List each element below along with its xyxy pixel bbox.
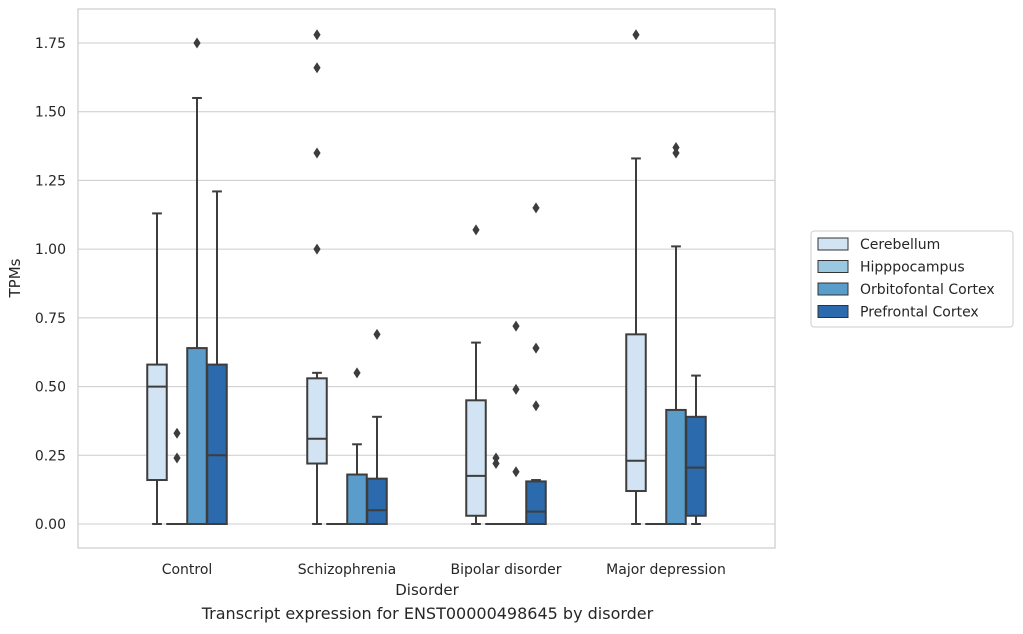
outlier-0 — [173, 452, 181, 464]
y-tick-label-3: 0.75 — [35, 311, 66, 327]
outlier-1 — [532, 342, 540, 354]
box-body — [525, 480, 547, 526]
outlier-1 — [313, 147, 321, 159]
outlier-2 — [313, 62, 321, 74]
outlier-1 — [492, 452, 500, 464]
legend-swatch-3 — [817, 305, 849, 318]
box-body — [346, 473, 368, 526]
outlier-2 — [532, 202, 540, 214]
box-body — [146, 363, 168, 482]
x-tick-label-1: Schizophrenia — [298, 562, 396, 578]
legend-frame — [810, 230, 1014, 328]
x-axis-ticks: Control Schizophrenia Bipolar disorder Majo… — [162, 562, 726, 578]
outlier-0 — [512, 466, 520, 478]
box-0-1 — [166, 427, 188, 526]
box-3-2 — [665, 141, 687, 526]
x-tick-label-0: Control — [162, 562, 213, 578]
y-tick-label-6: 1.50 — [35, 105, 66, 121]
box-body — [625, 333, 647, 493]
box-1-2 — [346, 367, 368, 526]
outlier-0 — [373, 328, 381, 340]
outlier-0 — [353, 367, 361, 379]
x-tick-label-3: Major depression — [606, 562, 726, 578]
box-plot-area — [146, 29, 707, 526]
box-body — [206, 363, 228, 525]
outlier-1 — [672, 141, 680, 153]
legend-label-1: Hipppocampus — [860, 260, 965, 276]
chart-caption: Transcript expression for ENST0000049864… — [201, 604, 654, 623]
y-tick-label-1: 0.25 — [35, 448, 66, 464]
box-0-3 — [206, 190, 228, 525]
x-tick-label-2: Bipolar disorder — [450, 562, 561, 578]
plot-frame — [77, 8, 776, 549]
box-0-2 — [186, 37, 208, 525]
outlier-0 — [193, 37, 201, 49]
box-1-3 — [366, 328, 388, 525]
legend-swatch-2 — [817, 282, 849, 296]
y-tick-label-7: 1.75 — [35, 36, 66, 52]
y-tick-label-4: 1.00 — [35, 242, 66, 258]
box-3-3 — [685, 374, 707, 525]
x-axis-label: Disorder — [395, 581, 459, 599]
box-2-3 — [525, 202, 547, 526]
outlier-0 — [313, 243, 321, 255]
box-body — [465, 399, 487, 517]
legend-label-3: Prefrontal Cortex — [860, 305, 979, 321]
y-tick-label-0: 0.00 — [35, 517, 66, 533]
outlier-0 — [632, 29, 640, 41]
box-2-0 — [465, 224, 487, 525]
outlier-0 — [532, 400, 540, 412]
box-body — [685, 415, 707, 517]
outlier-1 — [173, 427, 181, 439]
box-1-0 — [306, 29, 328, 525]
y-tick-label-2: 0.50 — [35, 380, 66, 396]
y-axis-ticks: 0.00 0.25 0.50 0.75 1.00 1.25 1.50 1.75 — [35, 36, 66, 533]
legend-swatch-1 — [817, 260, 849, 273]
box-body — [186, 347, 208, 525]
outlier-0 — [472, 224, 480, 236]
outlier-2 — [512, 320, 520, 332]
box-2-1 — [485, 452, 507, 526]
box-0-0 — [146, 212, 168, 525]
outlier-1 — [512, 383, 520, 395]
box-body — [306, 377, 328, 465]
box-body — [665, 408, 687, 526]
y-tick-label-5: 1.25 — [35, 173, 66, 189]
legend-label-0: Cerebellum — [860, 237, 940, 253]
legend-swatch-0 — [817, 237, 849, 251]
y-axis-label: TPMs — [6, 258, 24, 298]
legend-label-2: Orbitofontal Cortex — [860, 282, 995, 298]
box-3-0 — [625, 29, 647, 525]
box-2-2 — [505, 320, 527, 526]
box-body — [366, 477, 388, 525]
legend: Cerebellum Hipppocampus Orbitofontal Corte… — [810, 230, 1014, 328]
outlier-3 — [313, 29, 321, 41]
